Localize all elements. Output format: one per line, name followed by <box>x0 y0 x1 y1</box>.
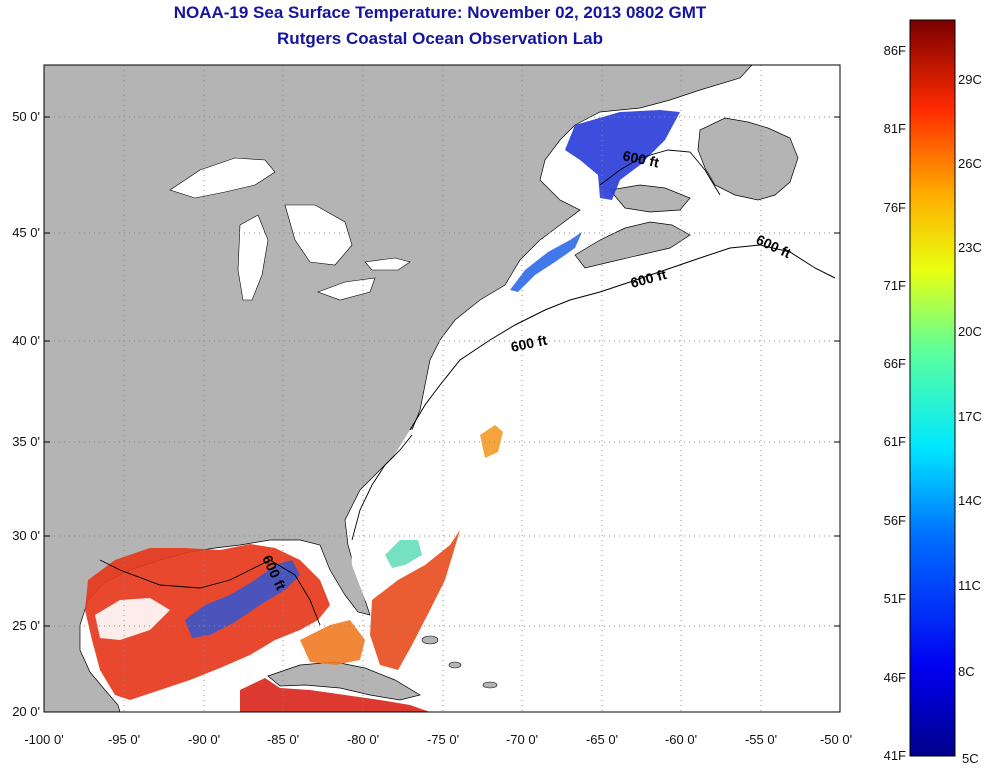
colorbar-label-f: 81F <box>884 121 906 136</box>
lon-tick-label: -50 0' <box>820 732 852 747</box>
map-title: NOAA-19 Sea Surface Temperature: Novembe… <box>173 3 707 22</box>
lon-tick-label: -60 0' <box>665 732 697 747</box>
lat-tick-label: 35 0' <box>12 434 40 449</box>
sst-atlantic-warm <box>370 530 460 670</box>
sst-gulf-cool <box>185 560 300 638</box>
lat-tick-label: 25 0' <box>12 618 40 633</box>
colorbar-label-f: 51F <box>884 591 906 606</box>
contour-600ft-atlantic <box>409 244 836 431</box>
lon-tick-label: -100 0' <box>24 732 63 747</box>
colorbar-label-c: 26C <box>958 156 982 171</box>
great-lake-ontario <box>364 257 411 271</box>
great-lake-erie <box>317 277 376 301</box>
lat-tick-label: 50 0' <box>12 109 40 124</box>
colorbar-label-f: 66F <box>884 356 906 371</box>
colorbar-label-c: 29C <box>958 72 982 87</box>
sst-florida-straits <box>300 620 365 665</box>
contour-label: 600 ft <box>621 147 660 170</box>
sst-gulf-st-lawrence <box>565 110 680 200</box>
land-nova-scotia <box>574 221 691 269</box>
lat-axis: 50 0' 45 0' 40 0' 35 0' 30 0' 25 0' 20 0… <box>12 109 840 719</box>
great-lake-huron <box>284 204 353 266</box>
colorbar-label-f: 86F <box>884 43 906 58</box>
sst-atlantic-mixed <box>385 540 422 568</box>
sst-gulf-maine <box>510 232 582 292</box>
lon-tick-label: -55 0' <box>745 732 777 747</box>
colorbar-label-c: 14C <box>958 493 982 508</box>
colorbar: 86F 81F 76F 71F 66F 61F 56F 51F 46F 41F … <box>884 19 982 766</box>
colorbar-label-f: 61F <box>884 434 906 449</box>
colorbar-label-f: 41F <box>884 748 906 763</box>
lat-tick-label: 20 0' <box>12 704 40 719</box>
land-newfoundland <box>697 117 799 201</box>
colorbar-label-f: 56F <box>884 513 906 528</box>
lon-tick-label: -80 0' <box>347 732 379 747</box>
colorbar-label-c: 17C <box>958 409 982 424</box>
colorbar-label-c: 5C <box>962 751 979 766</box>
plot-frame <box>43 64 841 713</box>
lat-tick-label: 30 0' <box>12 528 40 543</box>
lat-tick-label: 40 0' <box>12 333 40 348</box>
lon-tick-label: -90 0' <box>188 732 220 747</box>
colorbar-label-c: 23C <box>958 240 982 255</box>
great-lake-michigan <box>237 214 269 301</box>
colorbar-gradient <box>909 19 956 757</box>
sst-gulf-cloud <box>95 598 170 640</box>
lon-tick-label: -85 0' <box>267 732 299 747</box>
lon-tick-label: -95 0' <box>108 732 140 747</box>
lon-tick-label: -65 0' <box>586 732 618 747</box>
lon-tick-label: -70 0' <box>506 732 538 747</box>
cloud-atlantic <box>350 425 505 640</box>
land-bahamas <box>482 681 498 689</box>
contour-600ft-gulf <box>99 559 321 626</box>
colorbar-label-f: 46F <box>884 670 906 685</box>
land-bahamas <box>421 635 439 645</box>
lon-tick-label: -75 0' <box>427 732 459 747</box>
colorbar-label-c: 8C <box>958 664 975 679</box>
contour-600ft-stlawrence <box>599 149 721 196</box>
contour-label: 600 ft <box>509 332 548 355</box>
colorbar-label-f: 76F <box>884 200 906 215</box>
colorbar-label-f: 71F <box>884 278 906 293</box>
sst-caribbean <box>240 678 430 712</box>
colorbar-label-c: 20C <box>958 324 982 339</box>
great-lake-superior <box>169 157 276 199</box>
sst-atlantic-patch <box>480 425 503 458</box>
land-bahamas <box>448 661 462 669</box>
land-gaspe <box>609 184 691 213</box>
lon-axis: -100 0' -95 0' -90 0' -85 0' -80 0' -75 … <box>24 732 852 747</box>
lat-tick-label: 45 0' <box>12 225 40 240</box>
map-subtitle: Rutgers Coastal Ocean Observation Lab <box>277 29 603 48</box>
colorbar-label-c: 11C <box>958 578 981 593</box>
contour-600ft-shelf <box>351 434 413 541</box>
